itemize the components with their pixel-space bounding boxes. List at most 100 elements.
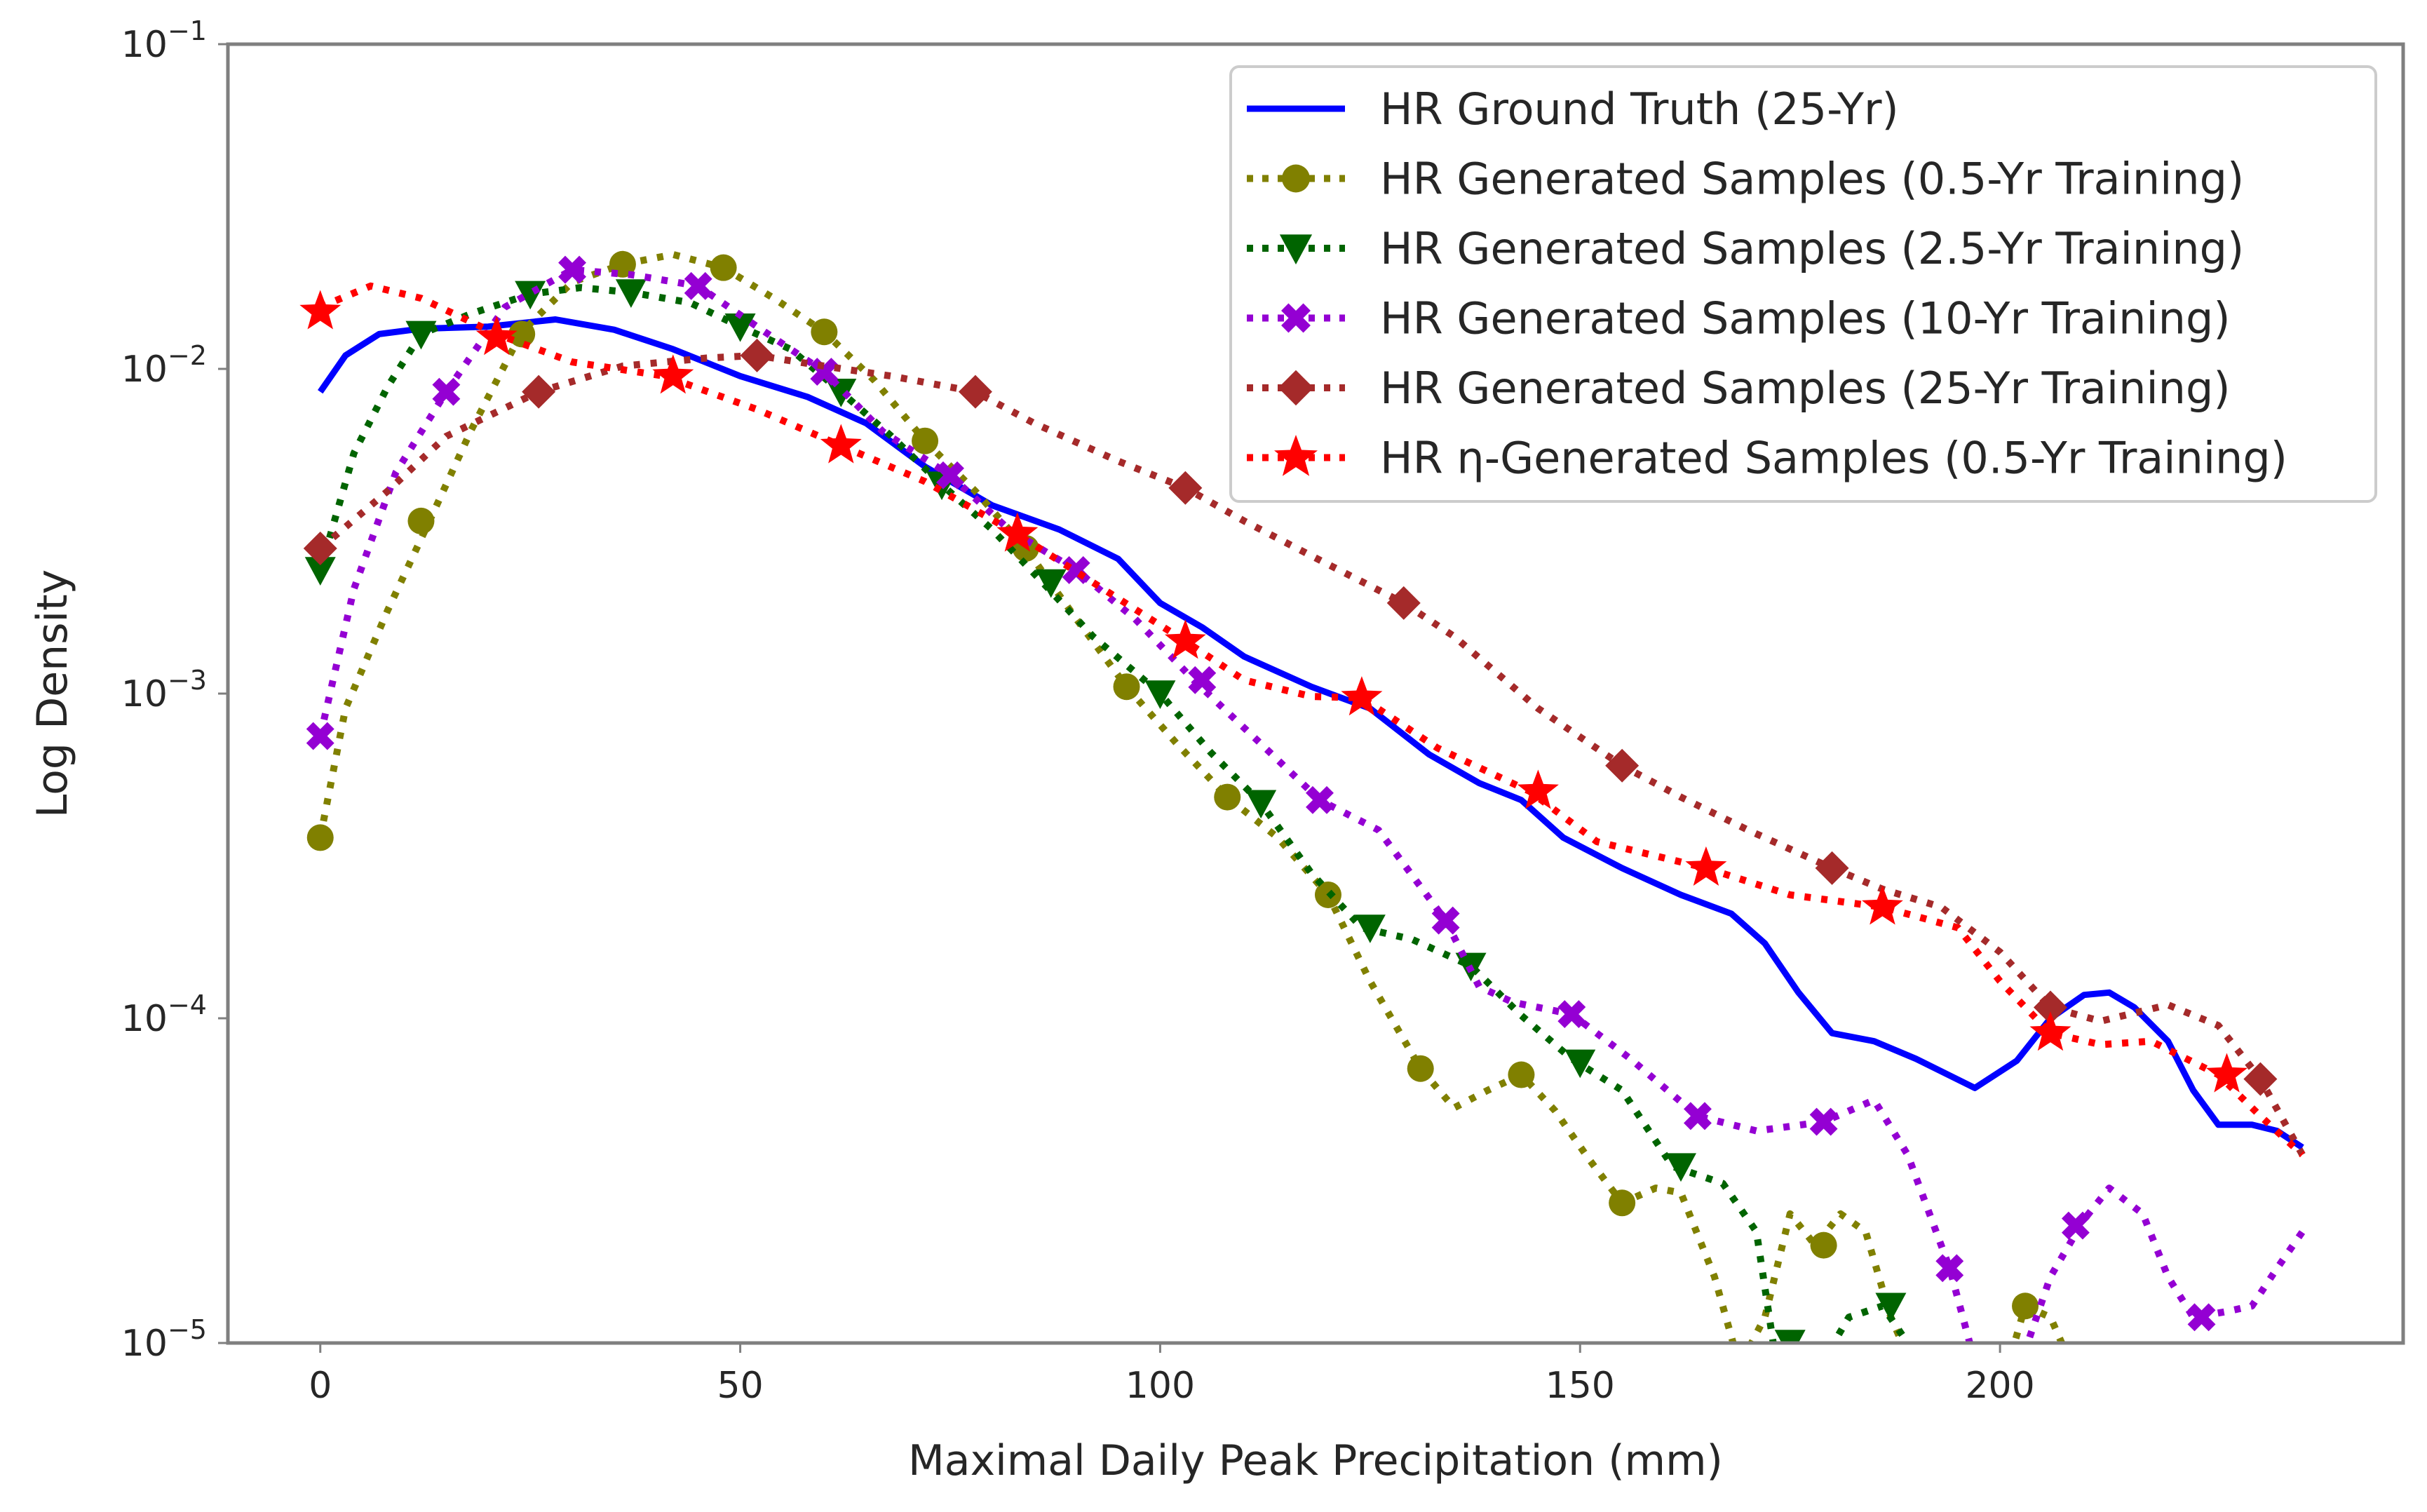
series-4-point-8 xyxy=(1188,666,1217,694)
y-tick-label-2: 10−2 xyxy=(121,340,207,391)
series-6-point-6 xyxy=(1164,619,1206,659)
series-6-point-7 xyxy=(1341,676,1383,716)
series-3 xyxy=(304,279,1912,1343)
series-2-point-10 xyxy=(1214,783,1241,811)
legend-marker-5 xyxy=(1278,370,1314,406)
series-2-point-6 xyxy=(811,318,838,346)
legend-item-6: HR η-Generated Samples (0.5-Yr Training) xyxy=(1247,433,2287,484)
series-4-point-10 xyxy=(1431,906,1460,935)
series-5-point-10 xyxy=(2243,1062,2278,1096)
series-5-point-2 xyxy=(522,374,556,409)
series-4-point-14 xyxy=(1935,1254,1964,1283)
series-4-point-2 xyxy=(432,377,461,406)
series-6-point-5 xyxy=(996,512,1039,552)
series-5-point-3 xyxy=(740,338,774,372)
series-4-point-4 xyxy=(684,271,712,300)
series-6-point-9 xyxy=(1685,846,1727,886)
legend-item-3: HR Generated Samples (2.5-Yr Training) xyxy=(1247,223,2244,274)
legend-item-4: HR Generated Samples (10-Yr Training) xyxy=(1247,293,2231,344)
series-4-point-3 xyxy=(558,255,586,284)
series-6-point-12 xyxy=(2206,1053,2247,1093)
series-5-point-6 xyxy=(1386,586,1421,620)
series-3-point-2 xyxy=(405,320,437,350)
series-3-point-9 xyxy=(1144,680,1176,709)
series-2-point-3 xyxy=(508,320,536,348)
legend-label-5: HR Generated Samples (25-Yr Training) xyxy=(1380,363,2231,414)
series-5-point-8 xyxy=(1815,851,1849,885)
series-2-point-2 xyxy=(407,507,435,534)
series-layer xyxy=(299,250,2306,1343)
legend-marker-3 xyxy=(1279,234,1313,265)
series-4-point-15 xyxy=(2061,1211,2090,1240)
legend-frame xyxy=(1229,65,2377,503)
series-3-point-11 xyxy=(1354,914,1386,943)
x-tick-label-200: 200 xyxy=(1965,1365,2034,1407)
legend-label-3: HR Generated Samples (2.5-Yr Training) xyxy=(1380,223,2244,274)
series-1-line xyxy=(318,316,2304,1150)
legend-items: HR Ground Truth (25-Yr) HR Generated Samp… xyxy=(1247,83,2287,484)
series-2-point-14 xyxy=(1609,1189,1636,1217)
series-5 xyxy=(303,338,2306,1157)
series-5-point-4 xyxy=(958,374,992,409)
series-5-point-7 xyxy=(1605,748,1640,783)
series-3-point-1 xyxy=(304,557,336,586)
series-2-point-16 xyxy=(2012,1292,2039,1320)
series-6-point-1 xyxy=(299,290,342,330)
x-axis-label: Maximal Daily Peak Precipitation (mm) xyxy=(908,1436,1723,1485)
series-6-point-10 xyxy=(1862,885,1903,925)
y-tick-label-4: 10−4 xyxy=(121,990,207,1040)
series-3-point-5 xyxy=(724,313,756,342)
legend-item-1: HR Ground Truth (25-Yr) xyxy=(1247,83,1899,135)
series-2-point-12 xyxy=(1407,1055,1434,1082)
series-3-point-14 xyxy=(1665,1153,1696,1182)
legend-label-4: HR Generated Samples (10-Yr Training) xyxy=(1380,293,2231,344)
series-3-point-16 xyxy=(1875,1292,1907,1322)
series-5-point-9 xyxy=(2033,990,2067,1025)
series-2-point-15 xyxy=(1810,1231,1837,1259)
x-tick-label-150: 150 xyxy=(1546,1365,1615,1407)
legend-marker-6 xyxy=(1274,435,1318,476)
legend-item-5: HR Generated Samples (25-Yr Training) xyxy=(1247,363,2231,414)
series-6-point-11 xyxy=(2029,1011,2071,1051)
series-5-point-1 xyxy=(303,531,337,565)
series-2-point-13 xyxy=(1508,1061,1535,1088)
x-axis: 0 50 100 150 200 xyxy=(309,1343,2035,1407)
series-6-point-3 xyxy=(652,354,694,394)
y-tick-label-1: 10−1 xyxy=(121,15,207,66)
series-6 xyxy=(299,282,2305,1158)
series-4-point-1 xyxy=(306,722,334,750)
series-1 xyxy=(318,316,2304,1150)
x-tick-label-50: 50 xyxy=(717,1365,764,1407)
series-5-line xyxy=(318,351,2306,1157)
series-4-point-16 xyxy=(2187,1303,2216,1332)
series-2-point-5 xyxy=(710,254,737,281)
legend-item-2: HR Generated Samples (0.5-Yr Training) xyxy=(1247,154,2244,205)
series-4-point-9 xyxy=(1306,785,1334,814)
x-tick-label-0: 0 xyxy=(309,1365,332,1407)
series-3-point-15 xyxy=(1774,1330,1806,1343)
legend: HR Ground Truth (25-Yr) HR Generated Samp… xyxy=(1229,65,2377,503)
series-4-point-6 xyxy=(936,461,964,490)
series-4-point-5 xyxy=(810,358,839,386)
legend-label-6: HR η-Generated Samples (0.5-Yr Training) xyxy=(1380,433,2287,484)
series-4-point-12 xyxy=(1683,1102,1712,1130)
y-tick-label-5: 10−5 xyxy=(121,1314,207,1365)
series-3-point-4 xyxy=(615,279,647,308)
y-tick-label-3: 10−3 xyxy=(121,665,207,715)
legend-marker-4 xyxy=(1281,303,1311,333)
legend-marker-2 xyxy=(1282,164,1310,193)
series-6-point-4 xyxy=(820,424,862,464)
y-axis-label: Log Density xyxy=(28,569,77,818)
series-4 xyxy=(306,255,2306,1343)
series-3-point-10 xyxy=(1245,790,1277,819)
series-2-point-1 xyxy=(306,824,334,851)
series-3-line xyxy=(316,284,1912,1343)
y-axis: 10−1 10−2 10−3 10−4 10−5 xyxy=(121,15,228,1365)
series-3-point-13 xyxy=(1564,1049,1596,1079)
x-tick-label-100: 100 xyxy=(1125,1365,1195,1407)
series-4-point-11 xyxy=(1557,1000,1586,1029)
series-3-point-8 xyxy=(1035,569,1067,598)
legend-label-2: HR Generated Samples (0.5-Yr Training) xyxy=(1380,154,2244,205)
series-5-point-5 xyxy=(1168,471,1203,505)
